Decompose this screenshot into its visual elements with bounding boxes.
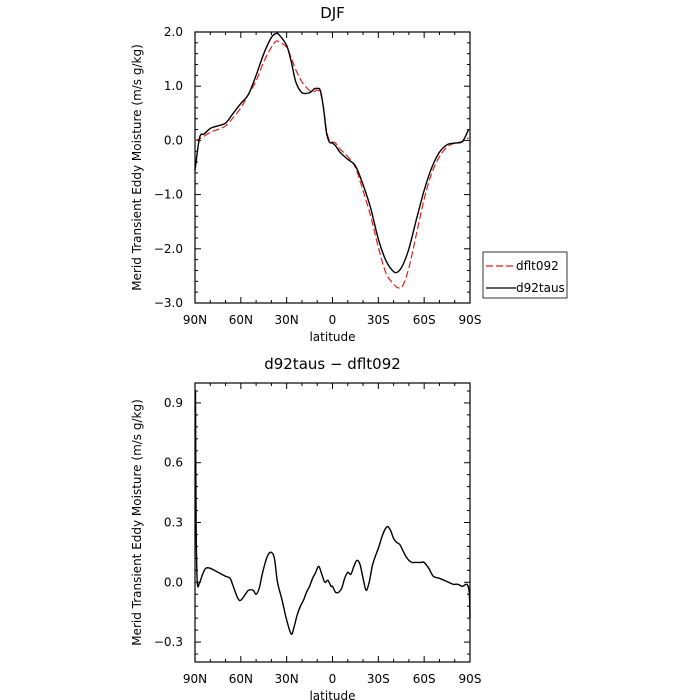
x-tick-label: 30S: [367, 313, 390, 327]
plot-frame: [194, 31, 471, 304]
x-tick-label: 0: [329, 672, 337, 686]
x-tick-label: 90N: [183, 313, 207, 327]
legend-box: [482, 251, 568, 299]
legend: dflt092 d92taus: [482, 251, 568, 299]
legend-label: dflt092: [516, 259, 559, 273]
chart-title: d92taus − dflt092: [264, 355, 401, 373]
y-tick-label: 0.9: [164, 396, 183, 410]
plot-frame: [194, 382, 471, 663]
x-tick-label: 60S: [413, 672, 436, 686]
x-tick-label: 30N: [275, 313, 299, 327]
y-tick-label: −3.0: [154, 296, 183, 310]
y-tick-label: 0.3: [164, 516, 183, 530]
x-tick-label: 0: [329, 313, 337, 327]
x-tick-label: 30N: [275, 672, 299, 686]
chart-panel-1: DJF 90N 60N 30N 0 30S 60S 90S 2.0 1.0 0.0 −1.0 −2.0 −…: [130, 4, 568, 344]
x-tick-label: 60S: [413, 313, 436, 327]
series-line-difference: [194, 390, 471, 635]
y-tick-label: 0.6: [164, 456, 183, 470]
chart-panel-2: d92taus − dflt092 90N 60N 30N 0 30S 60S 90S 0.9 0…: [130, 355, 481, 700]
y-axis-label: Merid Transient Eddy Moisture (m/s g/kg): [130, 44, 144, 291]
x-tick-label: 90N: [183, 672, 207, 686]
x-tick-label: 60N: [229, 672, 253, 686]
x-tick-label: 60N: [229, 313, 253, 327]
y-tick-label: −1.0: [154, 188, 183, 202]
x-tick-label: 90S: [459, 672, 482, 686]
x-axis-label: latitude: [309, 330, 355, 344]
y-tick-label: 2.0: [164, 25, 183, 39]
y-tick-label: 1.0: [164, 79, 183, 93]
legend-label: d92taus: [516, 281, 565, 295]
x-axis-label: latitude: [309, 689, 355, 700]
y-tick-label: 0.0: [164, 133, 183, 147]
chart-title: DJF: [320, 4, 345, 22]
y-axis-label: Merid Transient Eddy Moisture (m/s g/kg): [130, 399, 144, 646]
y-tick-label: −2.0: [154, 242, 183, 256]
x-tick-label: 30S: [367, 672, 390, 686]
x-tick-label: 90S: [459, 313, 482, 327]
series-line-d92taus: [194, 32, 470, 274]
y-tick-label: −0.3: [154, 635, 183, 649]
series-line-dflt092: [194, 40, 469, 289]
y-tick-label: 0.0: [164, 575, 183, 589]
